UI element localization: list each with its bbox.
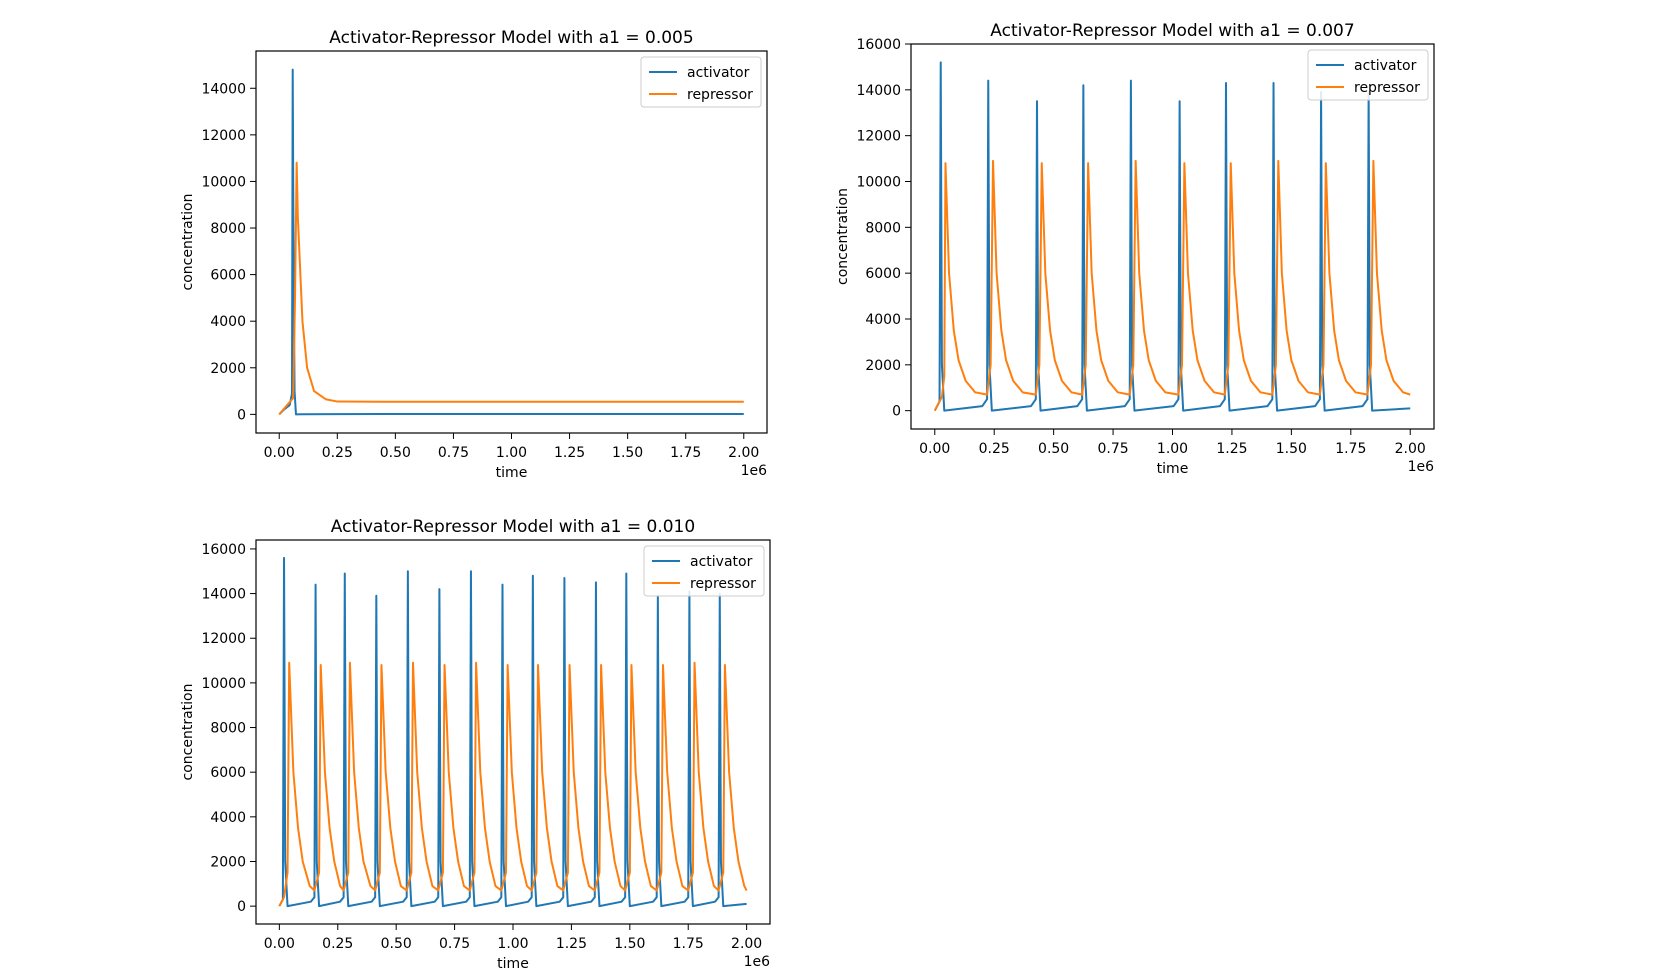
y-tick-label: 16000	[201, 542, 246, 558]
series-line-activator	[278, 556, 747, 908]
y-axis-label: concentration	[180, 684, 196, 781]
x-tick-label: 0.50	[381, 936, 412, 952]
y-tick-label: 10000	[856, 175, 901, 191]
series-line-activator	[933, 61, 1411, 412]
legend-label: repressor	[1354, 80, 1420, 96]
x-tick-label: 2.00	[728, 445, 759, 461]
x-axis-label: time	[1157, 461, 1189, 477]
y-tick-label: 6000	[210, 765, 246, 781]
x-tick-label: 0.25	[979, 441, 1010, 457]
y-axis-label: concentration	[180, 194, 196, 291]
chart-title: Activator-Repressor Model with a1 = 0.00…	[990, 21, 1354, 41]
y-tick-label: 14000	[856, 83, 901, 99]
y-tick-label: 12000	[856, 129, 901, 145]
x-tick-label: 1.25	[554, 445, 585, 461]
series-line-activator	[278, 68, 744, 416]
series-line-repressor	[278, 661, 748, 907]
y-tick-label: 2000	[210, 361, 246, 377]
x-tick-label: 1.50	[614, 936, 645, 952]
y-tick-label: 10000	[201, 174, 246, 190]
x-tick-label: 0.50	[1038, 441, 1069, 457]
x-tick-label: 1.25	[556, 936, 587, 952]
x-tick-label: 2.00	[731, 936, 762, 952]
chart-panel-3: 0.00 0.25 0.50 0.75 1.00 1.25 1.50 1.75 2.00 0 200…	[180, 517, 771, 972]
chart-title: Activator-Repressor Model with a1 = 0.01…	[331, 517, 695, 537]
x-tick-label: 0.75	[1097, 441, 1128, 457]
y-tick-label: 14000	[201, 587, 246, 603]
y-tick-label: 8000	[210, 721, 246, 737]
x-tick-label: 0.25	[322, 445, 353, 461]
chart-panel-2: 0.00 0.25 0.50 0.75 1.00 1.25 1.50 1.75 2.00 0 200…	[835, 21, 1435, 477]
legend: activator repressor	[1307, 49, 1429, 101]
x-tick-label: 1.00	[1157, 441, 1188, 457]
y-tick-label: 4000	[210, 810, 246, 826]
x-tick-label: 2.00	[1395, 441, 1426, 457]
chart-panel-1: 0.00 0.25 0.50 0.75 1.00 1.25 1.50 1.75 2.00 0 200…	[180, 28, 768, 481]
y-tick-label: 6000	[865, 266, 901, 282]
x-offset-label: 1e6	[741, 463, 768, 479]
y-tick-label: 10000	[201, 676, 246, 692]
legend-label: repressor	[690, 576, 756, 592]
x-tick-label: 0.50	[380, 445, 411, 461]
chart-title: Activator-Repressor Model with a1 = 0.00…	[329, 28, 693, 48]
x-axis-label: time	[497, 956, 529, 972]
y-tick-label: 0	[892, 404, 901, 420]
y-tick-label: 8000	[210, 221, 246, 237]
y-tick-label: 4000	[210, 314, 246, 330]
x-offset-label: 1e6	[744, 954, 771, 970]
x-tick-label: 1.00	[497, 936, 528, 952]
series-line-repressor	[278, 161, 744, 416]
legend-label: activator	[1354, 58, 1417, 74]
y-tick-label: 2000	[865, 358, 901, 374]
y-tick-label: 6000	[210, 268, 246, 284]
x-tick-label: 0.75	[438, 445, 469, 461]
y-tick-label: 16000	[856, 37, 901, 53]
x-tick-label: 1.50	[612, 445, 643, 461]
legend: activator repressor	[643, 545, 765, 597]
x-tick-label: 0.00	[919, 441, 950, 457]
legend: activator repressor	[640, 56, 762, 108]
x-tick-label: 1.00	[496, 445, 527, 461]
x-tick-label: 0.00	[264, 936, 295, 952]
x-tick-label: 0.25	[322, 936, 353, 952]
legend-label: activator	[690, 554, 753, 570]
x-tick-label: 1.50	[1276, 441, 1307, 457]
y-tick-label: 12000	[201, 631, 246, 647]
x-tick-label: 1.75	[673, 936, 704, 952]
x-axis-label: time	[496, 465, 528, 481]
y-tick-label: 12000	[201, 128, 246, 144]
y-tick-label: 14000	[201, 81, 246, 97]
axes-frame	[255, 50, 768, 434]
y-tick-label: 0	[237, 407, 246, 423]
y-axis-label: concentration	[835, 188, 851, 285]
x-tick-label: 1.75	[670, 445, 701, 461]
y-tick-label: 2000	[210, 854, 246, 870]
legend-label: repressor	[687, 87, 753, 103]
x-tick-label: 1.75	[1335, 441, 1366, 457]
y-tick-label: 8000	[865, 220, 901, 236]
x-offset-label: 1e6	[1408, 459, 1435, 475]
x-tick-label: 0.00	[264, 445, 295, 461]
x-tick-label: 0.75	[439, 936, 470, 952]
series-line-repressor	[933, 159, 1411, 412]
x-tick-label: 1.25	[1216, 441, 1247, 457]
y-tick-label: 0	[237, 899, 246, 915]
legend-label: activator	[687, 65, 750, 81]
y-tick-label: 4000	[865, 312, 901, 328]
